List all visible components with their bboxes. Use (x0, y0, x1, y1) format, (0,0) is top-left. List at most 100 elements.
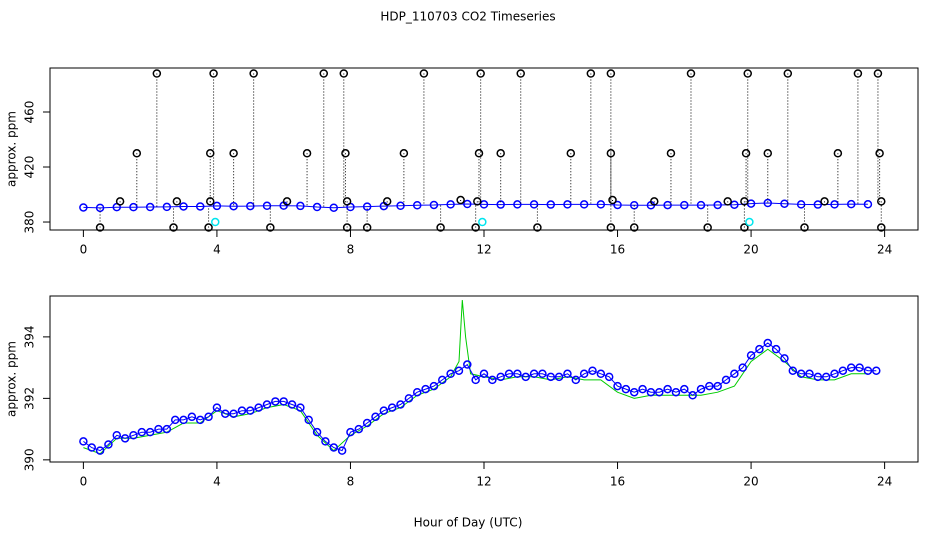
data-point (145, 427, 155, 437)
data-point (419, 69, 429, 78)
data-point (838, 366, 848, 375)
data-point (755, 344, 764, 354)
data-point (579, 369, 589, 379)
x-tick-label: 4 (213, 243, 221, 257)
data-point (813, 200, 823, 209)
data-point (763, 149, 773, 158)
data-point (745, 217, 754, 227)
data-point (853, 69, 863, 78)
x-tick-label: 0 (80, 243, 88, 257)
data-point (696, 384, 706, 394)
data-point (187, 412, 197, 422)
data-point (371, 412, 380, 422)
data-point (496, 149, 505, 158)
data-point (279, 397, 288, 406)
data-point (474, 149, 484, 158)
data-point (321, 437, 330, 446)
data-point (304, 415, 313, 425)
data-point (877, 197, 886, 206)
data-point (872, 366, 881, 375)
data-point (686, 69, 696, 78)
data-point (730, 200, 739, 209)
data-point (249, 69, 258, 78)
data-point (205, 149, 215, 158)
data-point (680, 384, 689, 394)
data-point (596, 200, 606, 209)
data-point (873, 69, 883, 78)
data-point (246, 406, 255, 415)
data-point (382, 197, 392, 206)
data-point (271, 397, 280, 406)
data-point (296, 201, 305, 211)
data-point (95, 223, 105, 232)
data-point (112, 431, 122, 440)
data-point (805, 369, 814, 379)
data-point (212, 403, 222, 412)
data-point (863, 200, 873, 209)
data-point (546, 372, 556, 382)
data-point (796, 200, 806, 209)
data-point (137, 427, 147, 437)
data-point (95, 446, 105, 455)
data-point (621, 384, 631, 394)
x-tick-label: 24 (877, 475, 892, 489)
data-point (211, 217, 220, 227)
data-point (282, 197, 292, 206)
data-point (296, 403, 305, 412)
data-point (796, 369, 806, 379)
data-point (763, 338, 773, 348)
data-point (478, 217, 487, 227)
data-point (342, 197, 352, 206)
data-point (312, 202, 322, 212)
data-point (830, 369, 839, 379)
data-point (396, 201, 405, 211)
data-point (513, 200, 522, 209)
data-point (446, 369, 455, 379)
data-point (846, 199, 856, 209)
data-point (696, 200, 706, 210)
data-point (476, 69, 485, 78)
data-point (613, 381, 622, 391)
data-point (229, 201, 238, 211)
data-point (312, 427, 322, 437)
data-point (471, 375, 480, 385)
data-point (329, 443, 339, 452)
data-point (746, 351, 756, 360)
data-point (663, 384, 672, 394)
data-point (179, 415, 188, 425)
data-point (346, 427, 355, 437)
data-point (104, 440, 113, 449)
data-point (820, 197, 829, 206)
data-point (496, 200, 505, 209)
data-point (743, 69, 752, 78)
data-point (496, 372, 505, 382)
data-point (179, 202, 188, 211)
data-point (650, 197, 659, 206)
data-point (579, 200, 589, 209)
data-point (688, 391, 697, 400)
data-point (666, 149, 676, 158)
data-point (538, 369, 547, 379)
data-point (513, 369, 522, 379)
data-point (606, 69, 616, 78)
data-point (629, 387, 639, 397)
data-point (399, 149, 409, 158)
data-point (473, 197, 482, 206)
data-point (379, 406, 389, 415)
data-point (608, 195, 617, 205)
data-point (436, 223, 445, 232)
data-point (713, 381, 722, 391)
data-point (703, 223, 712, 232)
data-point (529, 200, 539, 209)
data-point (209, 69, 218, 78)
data-point (471, 223, 480, 232)
x-tick-label: 16 (610, 243, 625, 257)
data-point (412, 387, 422, 397)
data-point (740, 223, 749, 232)
data-point (721, 375, 731, 385)
data-point (237, 406, 247, 415)
data-point (463, 360, 472, 369)
data-point (705, 381, 714, 391)
y-tick-label: 390 (23, 448, 37, 471)
data-point (396, 400, 405, 409)
